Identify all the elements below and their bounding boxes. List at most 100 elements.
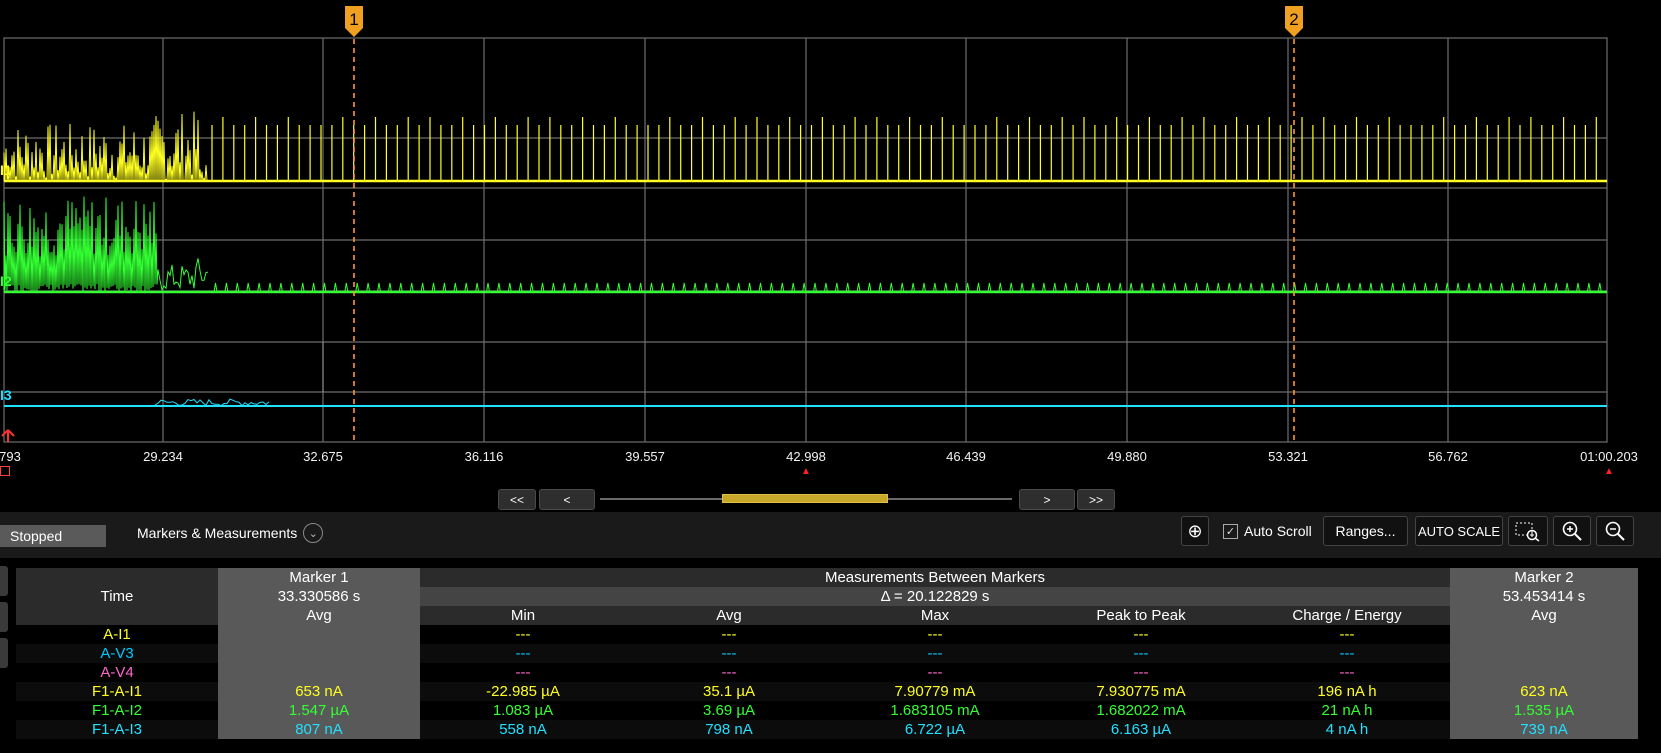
measurement-value: --- — [626, 644, 832, 663]
measurement-value: 558 nA — [420, 720, 626, 739]
between-markers-header: Measurements Between Markers — [420, 568, 1450, 587]
overview-window-handle[interactable] — [722, 494, 888, 503]
marker1-value: 807 nA — [218, 720, 420, 739]
chevron-down-icon[interactable]: ⌄ — [303, 523, 324, 543]
scroll-last-button[interactable]: >> — [1077, 489, 1115, 510]
channel-name: A-I1 — [103, 626, 131, 643]
zoom-in-button[interactable] — [1553, 516, 1591, 546]
measurement-value: 21 nA h — [1321, 702, 1373, 719]
marker-2-flag — [1285, 6, 1303, 37]
run-status: Stopped — [0, 525, 106, 547]
marker1-value — [218, 663, 420, 682]
measurement-value: --- — [927, 664, 943, 681]
x-tick-label: 01:00.203 — [1580, 449, 1638, 464]
marker1-value — [218, 625, 420, 644]
side-tab[interactable] — [0, 566, 8, 596]
measurement-value: 798 nA — [626, 720, 832, 739]
trace-label-i1: I1 — [0, 162, 12, 178]
x-tick-label: 56.762 — [1428, 449, 1468, 464]
trace-label-i2: I2 — [0, 273, 12, 289]
channel-name: F1-A-I3 — [16, 720, 218, 739]
measurement-value: 3.69 µA — [702, 702, 755, 719]
x-tick-label: 36.116 — [464, 449, 504, 464]
marker1-avg-header: Avg — [218, 606, 420, 625]
zoom-box-icon — [1515, 522, 1540, 542]
measurement-value: --- — [1339, 664, 1355, 681]
marker2-value — [1450, 644, 1638, 663]
x-tick-label: 46.439 — [946, 449, 986, 464]
auto-scroll-checkbox[interactable]: ✓ — [1223, 523, 1238, 539]
measurement-value: 6.722 µA — [832, 720, 1038, 739]
trace-label-i3: I3 — [0, 387, 12, 403]
trace-i1-pulses — [211, 117, 1597, 181]
measurement-value: --- — [927, 626, 943, 643]
column-header: Max — [832, 606, 1038, 625]
trigger-icon — [1, 429, 15, 442]
zoom-in-icon — [1562, 521, 1582, 541]
marker2-value: 739 nA — [1450, 720, 1638, 739]
arrow-indicator-2: ▲ — [1604, 466, 1614, 477]
side-tab[interactable] — [0, 602, 8, 632]
channel-name: A-V3 — [16, 644, 218, 663]
trace-i3-activity — [154, 398, 270, 407]
zoom-box-button[interactable] — [1508, 516, 1548, 546]
delta-time: Δ = 20.122829 s — [420, 587, 1450, 606]
marker2-header: Marker 2 — [1450, 568, 1638, 587]
marker1-header: Marker 1 — [218, 568, 420, 587]
header-blank — [16, 568, 218, 587]
scroll-prev-button[interactable]: < — [539, 489, 595, 510]
markers-measurements-toggle[interactable]: Markers & Measurements ⌄ — [137, 523, 324, 543]
side-tab[interactable] — [0, 638, 8, 668]
marker1-value — [218, 644, 420, 663]
marker1-value: 653 nA — [218, 682, 420, 701]
channel-name: F1-A-I1 — [16, 682, 218, 701]
x-tick-label: 32.675 — [303, 449, 343, 464]
trace-i1-burst — [3, 111, 208, 183]
measurements-table: Marker 1 Measurements Between Markers Ma… — [16, 568, 1638, 744]
crosshair-plus-icon: ⊕ — [1187, 520, 1203, 541]
measurement-value: 35.1 µA — [626, 682, 832, 701]
measurement-value: --- — [420, 644, 626, 663]
measurement-value: 6.163 µA — [1038, 720, 1244, 739]
measurement-value: 7.90779 mA — [832, 682, 1038, 701]
measurement-value: --- — [515, 664, 531, 681]
add-marker-button[interactable]: ⊕ — [1181, 516, 1209, 546]
measurement-value: 1.083 µA — [492, 702, 554, 719]
markers-measurements-label: Markers & Measurements — [137, 525, 298, 541]
measurement-value: --- — [1133, 664, 1149, 681]
measurement-value: 1.682022 mA — [1096, 702, 1186, 719]
x-tick-label: 53.321 — [1268, 449, 1308, 464]
x-tick-label: 793 — [0, 449, 21, 464]
column-header: Min — [420, 606, 626, 625]
x-tick-label: 49.880 — [1107, 449, 1147, 464]
auto-scroll-option[interactable]: ✓ Auto Scroll — [1223, 523, 1312, 539]
ranges-button[interactable]: Ranges... — [1323, 516, 1408, 546]
measurement-value: --- — [1133, 626, 1149, 643]
measurement-value: 196 nA h — [1244, 682, 1450, 701]
header-blank — [16, 606, 218, 625]
scroll-next-button[interactable]: > — [1019, 489, 1075, 510]
marker2-time: 53.453414 s — [1450, 587, 1638, 606]
marker-1-label: 1 — [349, 10, 358, 29]
marker2-value: 623 nA — [1450, 682, 1638, 701]
traces — [3, 111, 1607, 407]
measurement-value: --- — [721, 626, 737, 643]
marker-1-flag — [345, 6, 363, 37]
channel-name: A-V4 — [100, 664, 134, 681]
column-header: Peak to Peak — [1038, 606, 1244, 625]
marker1-value: 1.547 µA — [218, 701, 420, 720]
auto-scroll-label: Auto Scroll — [1244, 523, 1312, 539]
arrow-indicator-1: ▲ — [801, 466, 811, 477]
column-header: Avg — [626, 606, 832, 625]
scroll-first-button[interactable]: << — [498, 489, 536, 510]
auto-scale-button[interactable]: AUTO SCALE — [1415, 516, 1503, 546]
zoom-out-button[interactable] — [1596, 516, 1634, 546]
marker1-time: 33.330586 s — [218, 587, 420, 606]
measurement-value: 4 nA h — [1244, 720, 1450, 739]
marker2-value: 1.535 µA — [1450, 701, 1638, 720]
measurement-value: --- — [832, 644, 1038, 663]
marker2-value — [1450, 625, 1638, 644]
measurement-value: 7.930775 mA — [1038, 682, 1244, 701]
